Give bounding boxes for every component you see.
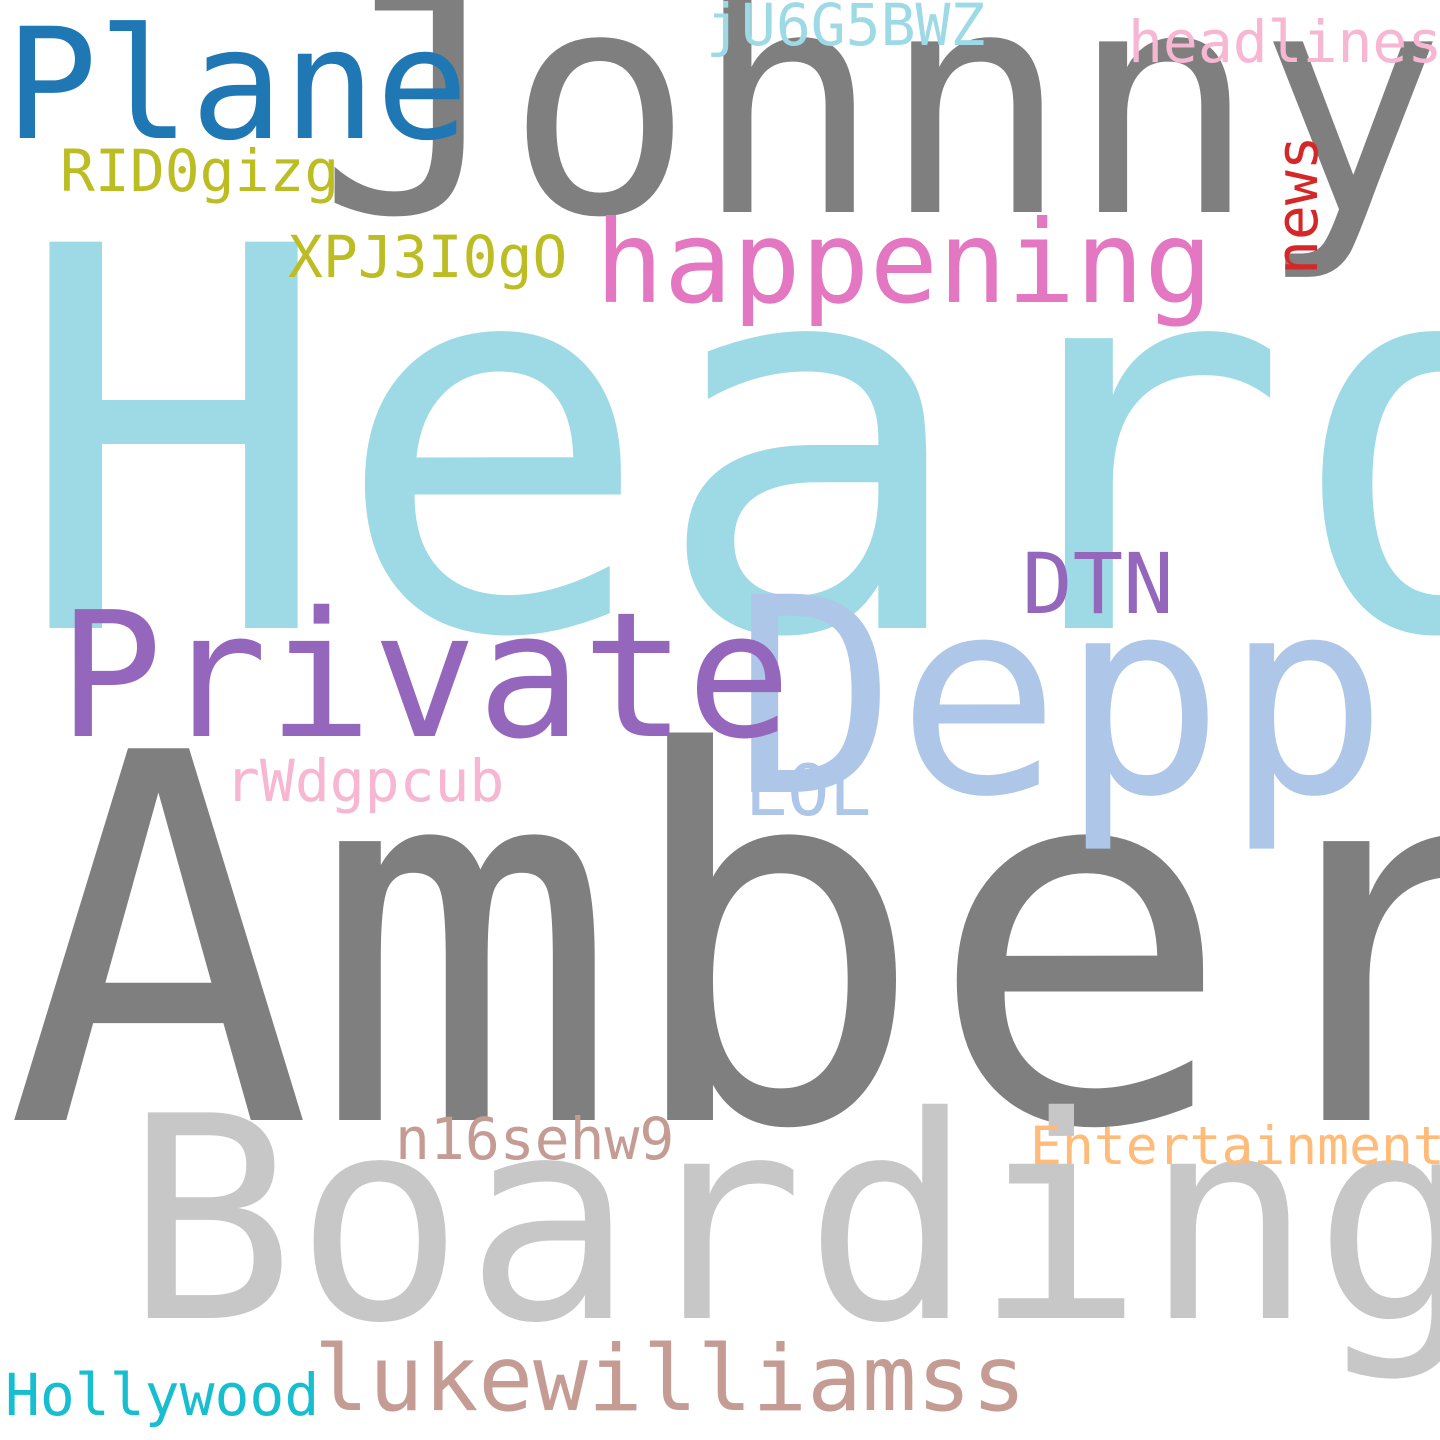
word-lol: LOL bbox=[745, 750, 872, 832]
word-news: news bbox=[1263, 135, 1331, 275]
word-amber: Amber bbox=[5, 648, 1440, 1241]
word-headlines: headlines bbox=[1128, 8, 1440, 76]
word-n16sehw9: n16sehw9 bbox=[395, 1105, 675, 1173]
word-heard: Heard bbox=[14, 136, 1440, 753]
word-private: Private bbox=[58, 575, 792, 778]
word-happening: happening bbox=[595, 196, 1213, 329]
word-boarding: Boarding bbox=[125, 1056, 1440, 1385]
word-lukewilliamss: lukewilliamss bbox=[314, 1327, 1027, 1432]
word-entertainment: Entertainment bbox=[1030, 1116, 1440, 1177]
word-plane: Plane bbox=[5, 0, 469, 175]
word-rwdgpcub: rWdgpcub bbox=[225, 747, 505, 815]
word-depp: Depp bbox=[733, 541, 1389, 857]
word-dtn: DTN bbox=[1022, 535, 1174, 633]
word-ju6g5bwz: jU6G5BWZ bbox=[706, 0, 986, 59]
word-rid0gizg: RID0gizg bbox=[60, 137, 340, 205]
word-johnny: Johnny bbox=[318, 0, 1440, 286]
word-hollywood: Hollywood bbox=[5, 1361, 320, 1429]
word-xpj3i0g0: XPJ3I0gO bbox=[288, 223, 568, 291]
